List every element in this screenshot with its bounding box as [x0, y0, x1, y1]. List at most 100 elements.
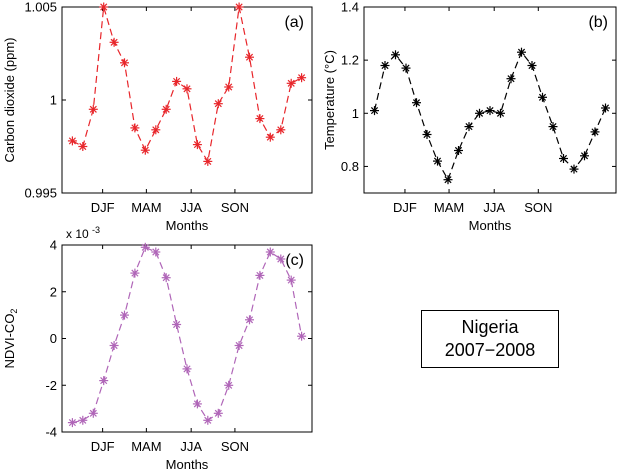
data-point	[590, 127, 600, 137]
data-point	[485, 106, 495, 116]
data-point	[88, 104, 98, 114]
data-point	[422, 130, 432, 139]
data-point	[297, 73, 307, 83]
data-point	[78, 415, 88, 425]
data-point	[391, 50, 400, 60]
data-point	[245, 315, 254, 325]
data-point	[130, 268, 140, 278]
y-axis-label-subscript: 2	[9, 309, 19, 314]
data-point	[151, 247, 161, 257]
data-point	[255, 270, 265, 280]
axes-frame	[363, 6, 617, 194]
data-point	[151, 125, 161, 135]
series-line	[373, 51, 607, 182]
data-point	[245, 52, 254, 62]
data-point	[120, 310, 129, 320]
data-point	[161, 273, 171, 283]
data-point	[506, 74, 516, 84]
data-point	[224, 380, 234, 390]
data-point	[580, 151, 589, 161]
data-point	[161, 104, 171, 114]
data-point	[78, 142, 88, 151]
data-point	[454, 146, 463, 155]
data-point	[172, 320, 182, 329]
y-tick-label: 0	[50, 331, 57, 346]
data-point	[401, 63, 411, 73]
data-point	[88, 408, 98, 418]
y-exponent-label: x 10 -3	[66, 225, 100, 241]
data-point	[286, 275, 296, 285]
data-point	[276, 254, 286, 264]
x-axis-label: Months	[166, 457, 209, 472]
legend-location: Nigeria	[461, 317, 519, 337]
y-axis-label: Temperature (°C)	[322, 50, 337, 150]
data-point	[130, 123, 140, 133]
data-point	[109, 37, 119, 47]
y-exponent-base: x 10	[66, 227, 92, 241]
data-point	[140, 145, 150, 155]
y-tick-label: 2	[50, 284, 57, 299]
x-tick-label: DJF	[91, 439, 115, 454]
data-point	[67, 136, 77, 146]
data-point	[433, 156, 442, 166]
x-tick-label: SON	[524, 200, 552, 215]
data-point	[182, 84, 192, 94]
data-point	[265, 132, 275, 142]
data-point	[192, 140, 202, 150]
data-point	[527, 61, 537, 70]
data-point	[67, 418, 77, 428]
x-tick-label: MAM	[131, 439, 161, 454]
y-axis-label: NDVI-CO2	[2, 309, 19, 369]
panel-b: DJF MAM JJA SON 0.8 1 1.2 1.4 Months Temperature …	[322, 0, 617, 233]
data-point	[99, 376, 109, 386]
legend-period: 2007−2008	[444, 340, 536, 360]
legend-box: Nigeria 2007−2008	[421, 310, 559, 368]
y-tick-label: 1.005	[24, 0, 57, 15]
data-point	[224, 82, 234, 92]
y-tick-label: 1.4	[341, 0, 359, 15]
data-point	[265, 247, 275, 257]
data-point	[255, 114, 265, 124]
data-point	[234, 341, 244, 350]
data-point	[276, 125, 286, 135]
x-tick-label: SON	[221, 439, 249, 454]
data-point	[475, 108, 484, 118]
y-axis-label: Carbon dioxide (ppm)	[2, 37, 17, 162]
panel-label: (b)	[588, 14, 608, 31]
x-tick-label: DJF	[393, 200, 417, 215]
data-point	[538, 92, 547, 102]
data-point	[517, 47, 526, 57]
x-tick-label: JJA	[180, 439, 202, 454]
data-point	[496, 108, 505, 118]
y-tick-label: 0.995	[24, 186, 57, 201]
data-point	[182, 364, 192, 374]
data-point	[443, 175, 453, 185]
y-tick-label: 4	[50, 238, 57, 253]
data-point	[297, 331, 307, 341]
y-tick-label: 1.2	[341, 53, 359, 68]
x-tick-label: SON	[221, 200, 249, 215]
data-point	[370, 106, 379, 116]
y-exponent-power: -3	[92, 225, 100, 235]
y-axis-label-main: NDVI-CO	[2, 314, 17, 369]
data-point	[548, 122, 558, 132]
axes-frame	[61, 244, 313, 433]
data-point	[140, 242, 150, 252]
y-tick-label: -2	[45, 378, 57, 393]
data-point	[412, 98, 421, 108]
x-tick-label: JJA	[483, 200, 505, 215]
x-axis-label: Months	[469, 218, 512, 233]
axes-frame	[61, 6, 313, 194]
data-point	[213, 408, 223, 418]
data-point	[99, 2, 109, 12]
x-axis-label: Months	[166, 218, 209, 233]
data-point	[464, 122, 474, 132]
panel-label: (c)	[285, 252, 304, 269]
x-tick-label: JJA	[180, 200, 202, 215]
x-tick-label: MAM	[434, 200, 464, 215]
data-point	[286, 78, 296, 88]
data-point	[569, 164, 579, 174]
data-point	[192, 399, 202, 409]
